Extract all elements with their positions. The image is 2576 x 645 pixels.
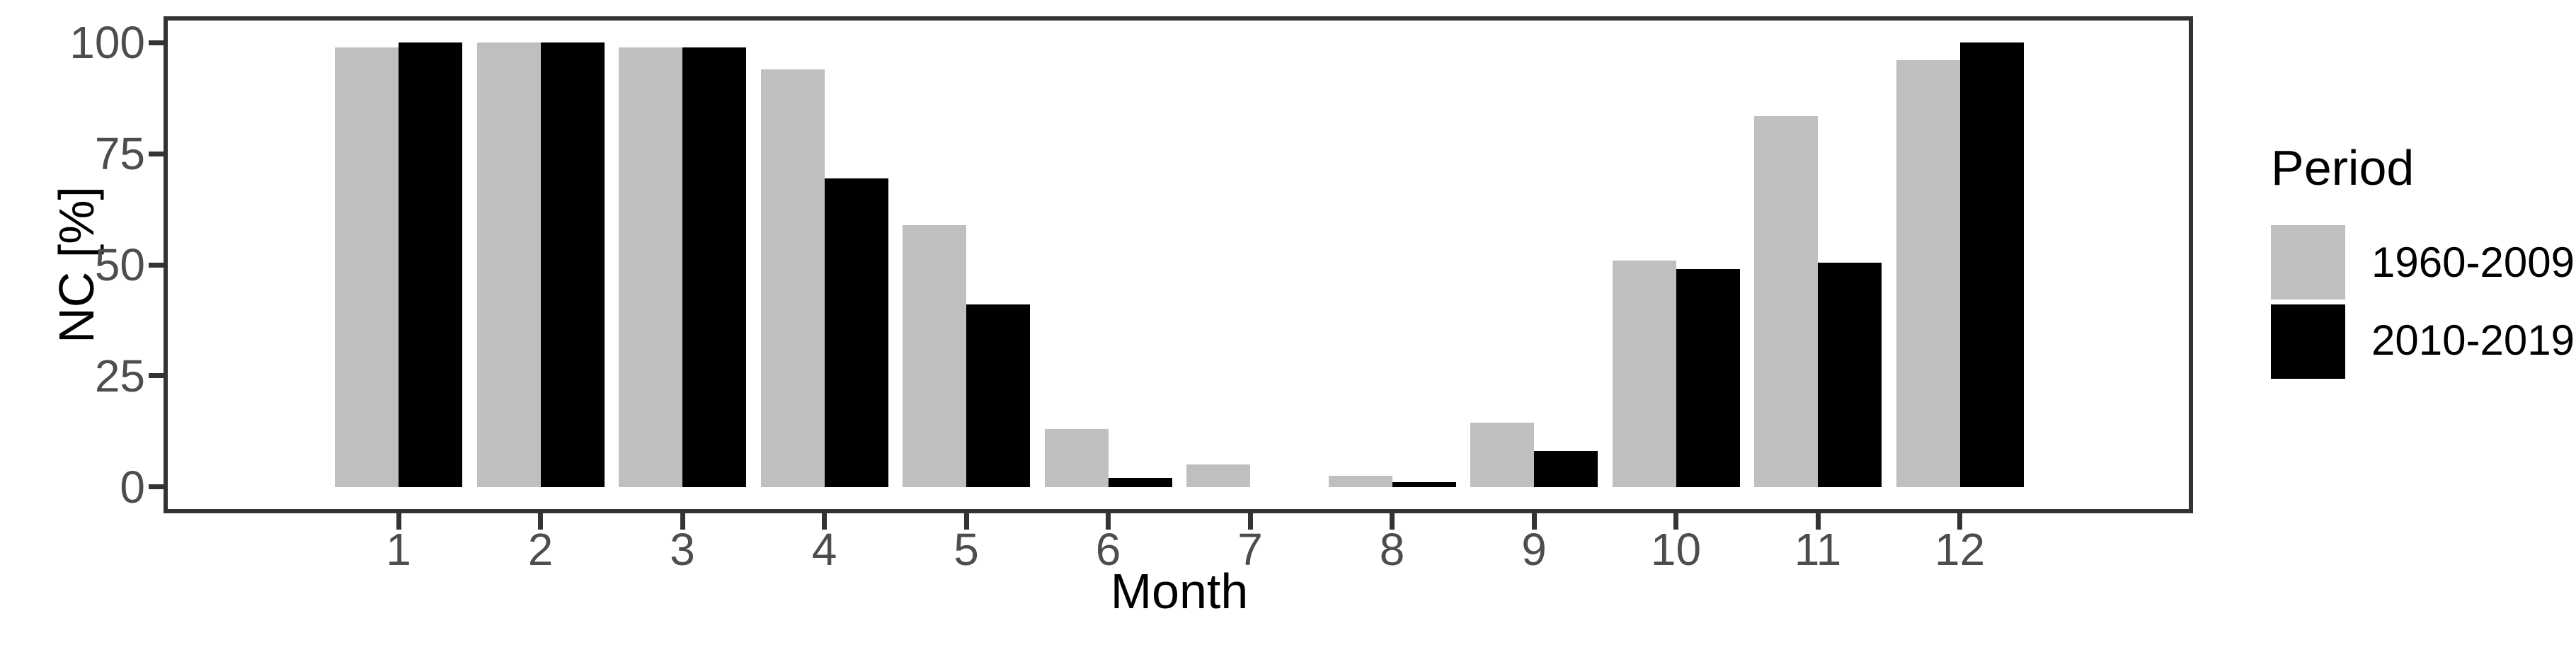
x-tick-5 bbox=[963, 513, 969, 530]
y-tick-label-50: 50 bbox=[94, 239, 145, 290]
x-tick-label-4: 4 bbox=[811, 524, 837, 575]
y-tick-label-100: 100 bbox=[69, 17, 145, 69]
bar-2010-2019-month-11 bbox=[1818, 262, 1882, 487]
bar-2010-2019-month-12 bbox=[1959, 42, 2024, 487]
bar-1960-2009-month-10 bbox=[1612, 260, 1676, 487]
x-axis-title: Month bbox=[1110, 564, 1249, 619]
x-tick-label-11: 11 bbox=[1794, 524, 1842, 575]
bar-1960-2009-month-5 bbox=[903, 224, 966, 487]
bar-1960-2009-month-8 bbox=[1328, 475, 1392, 487]
legend-title: Period bbox=[2271, 140, 2415, 195]
legend-swatch-2010-2019 bbox=[2271, 304, 2345, 379]
legend: Period 1960-2009 2010-2019 bbox=[2265, 135, 2576, 432]
x-tick-2 bbox=[538, 513, 543, 530]
bar-1960-2009-month-9 bbox=[1470, 422, 1534, 487]
bar-2010-2019-month-5 bbox=[966, 304, 1030, 487]
x-tick-label-3: 3 bbox=[670, 524, 695, 575]
bar-1960-2009-month-12 bbox=[1896, 60, 1960, 487]
x-tick-6 bbox=[1106, 513, 1111, 530]
y-tick-label-75: 75 bbox=[94, 128, 145, 180]
x-tick-label-6: 6 bbox=[1095, 524, 1121, 575]
bar-2010-2019-month-1 bbox=[399, 42, 462, 487]
x-tick-label-2: 2 bbox=[527, 524, 554, 575]
x-tick-label-7: 7 bbox=[1237, 524, 1263, 575]
bar-1960-2009-month-1 bbox=[335, 47, 399, 487]
bar-2010-2019-month-3 bbox=[682, 47, 746, 487]
x-tick-1 bbox=[396, 513, 401, 530]
bar-1960-2009-month-6 bbox=[1044, 429, 1109, 487]
legend-swatch-1960-2009 bbox=[2271, 225, 2345, 299]
bar-1960-2009-month-7 bbox=[1186, 464, 1250, 487]
plot-panel bbox=[164, 16, 2193, 513]
x-tick-8 bbox=[1390, 513, 1395, 530]
legend-label-1960-2009: 1960-2009 bbox=[2371, 239, 2575, 286]
x-tick-9 bbox=[1531, 513, 1537, 530]
bar-2010-2019-month-6 bbox=[1108, 478, 1172, 487]
y-tick-100 bbox=[149, 40, 166, 45]
bar-1960-2009-month-2 bbox=[476, 42, 541, 487]
y-tick-label-0: 0 bbox=[120, 461, 145, 513]
bar-2010-2019-month-9 bbox=[1534, 451, 1598, 487]
x-tick-label-9: 9 bbox=[1521, 524, 1547, 575]
x-tick-label-10: 10 bbox=[1650, 524, 1702, 575]
x-tick-label-12: 12 bbox=[1934, 524, 1986, 575]
x-tick-label-8: 8 bbox=[1379, 524, 1405, 575]
x-tick-7 bbox=[1247, 513, 1253, 530]
bar-2010-2019-month-8 bbox=[1392, 482, 1456, 487]
x-tick-label-5: 5 bbox=[954, 524, 979, 575]
bar-2010-2019-month-2 bbox=[540, 42, 605, 487]
x-tick-label-1: 1 bbox=[386, 524, 411, 575]
bar-1960-2009-month-4 bbox=[760, 69, 825, 487]
bar-2010-2019-month-10 bbox=[1676, 269, 1740, 487]
y-tick-50 bbox=[149, 262, 166, 268]
y-tick-0 bbox=[149, 484, 166, 490]
bar-1960-2009-month-3 bbox=[619, 47, 682, 487]
x-tick-3 bbox=[680, 513, 685, 530]
bar-2010-2019-month-4 bbox=[824, 178, 888, 487]
y-tick-75 bbox=[149, 151, 166, 156]
x-tick-10 bbox=[1673, 513, 1678, 530]
y-tick-label-25: 25 bbox=[94, 350, 145, 401]
bar-1960-2009-month-11 bbox=[1754, 115, 1818, 487]
x-tick-12 bbox=[1957, 513, 1962, 530]
x-tick-4 bbox=[822, 513, 827, 530]
x-tick-11 bbox=[1815, 513, 1821, 530]
y-tick-25 bbox=[149, 373, 166, 379]
legend-label-2010-2019: 2010-2019 bbox=[2371, 316, 2575, 364]
